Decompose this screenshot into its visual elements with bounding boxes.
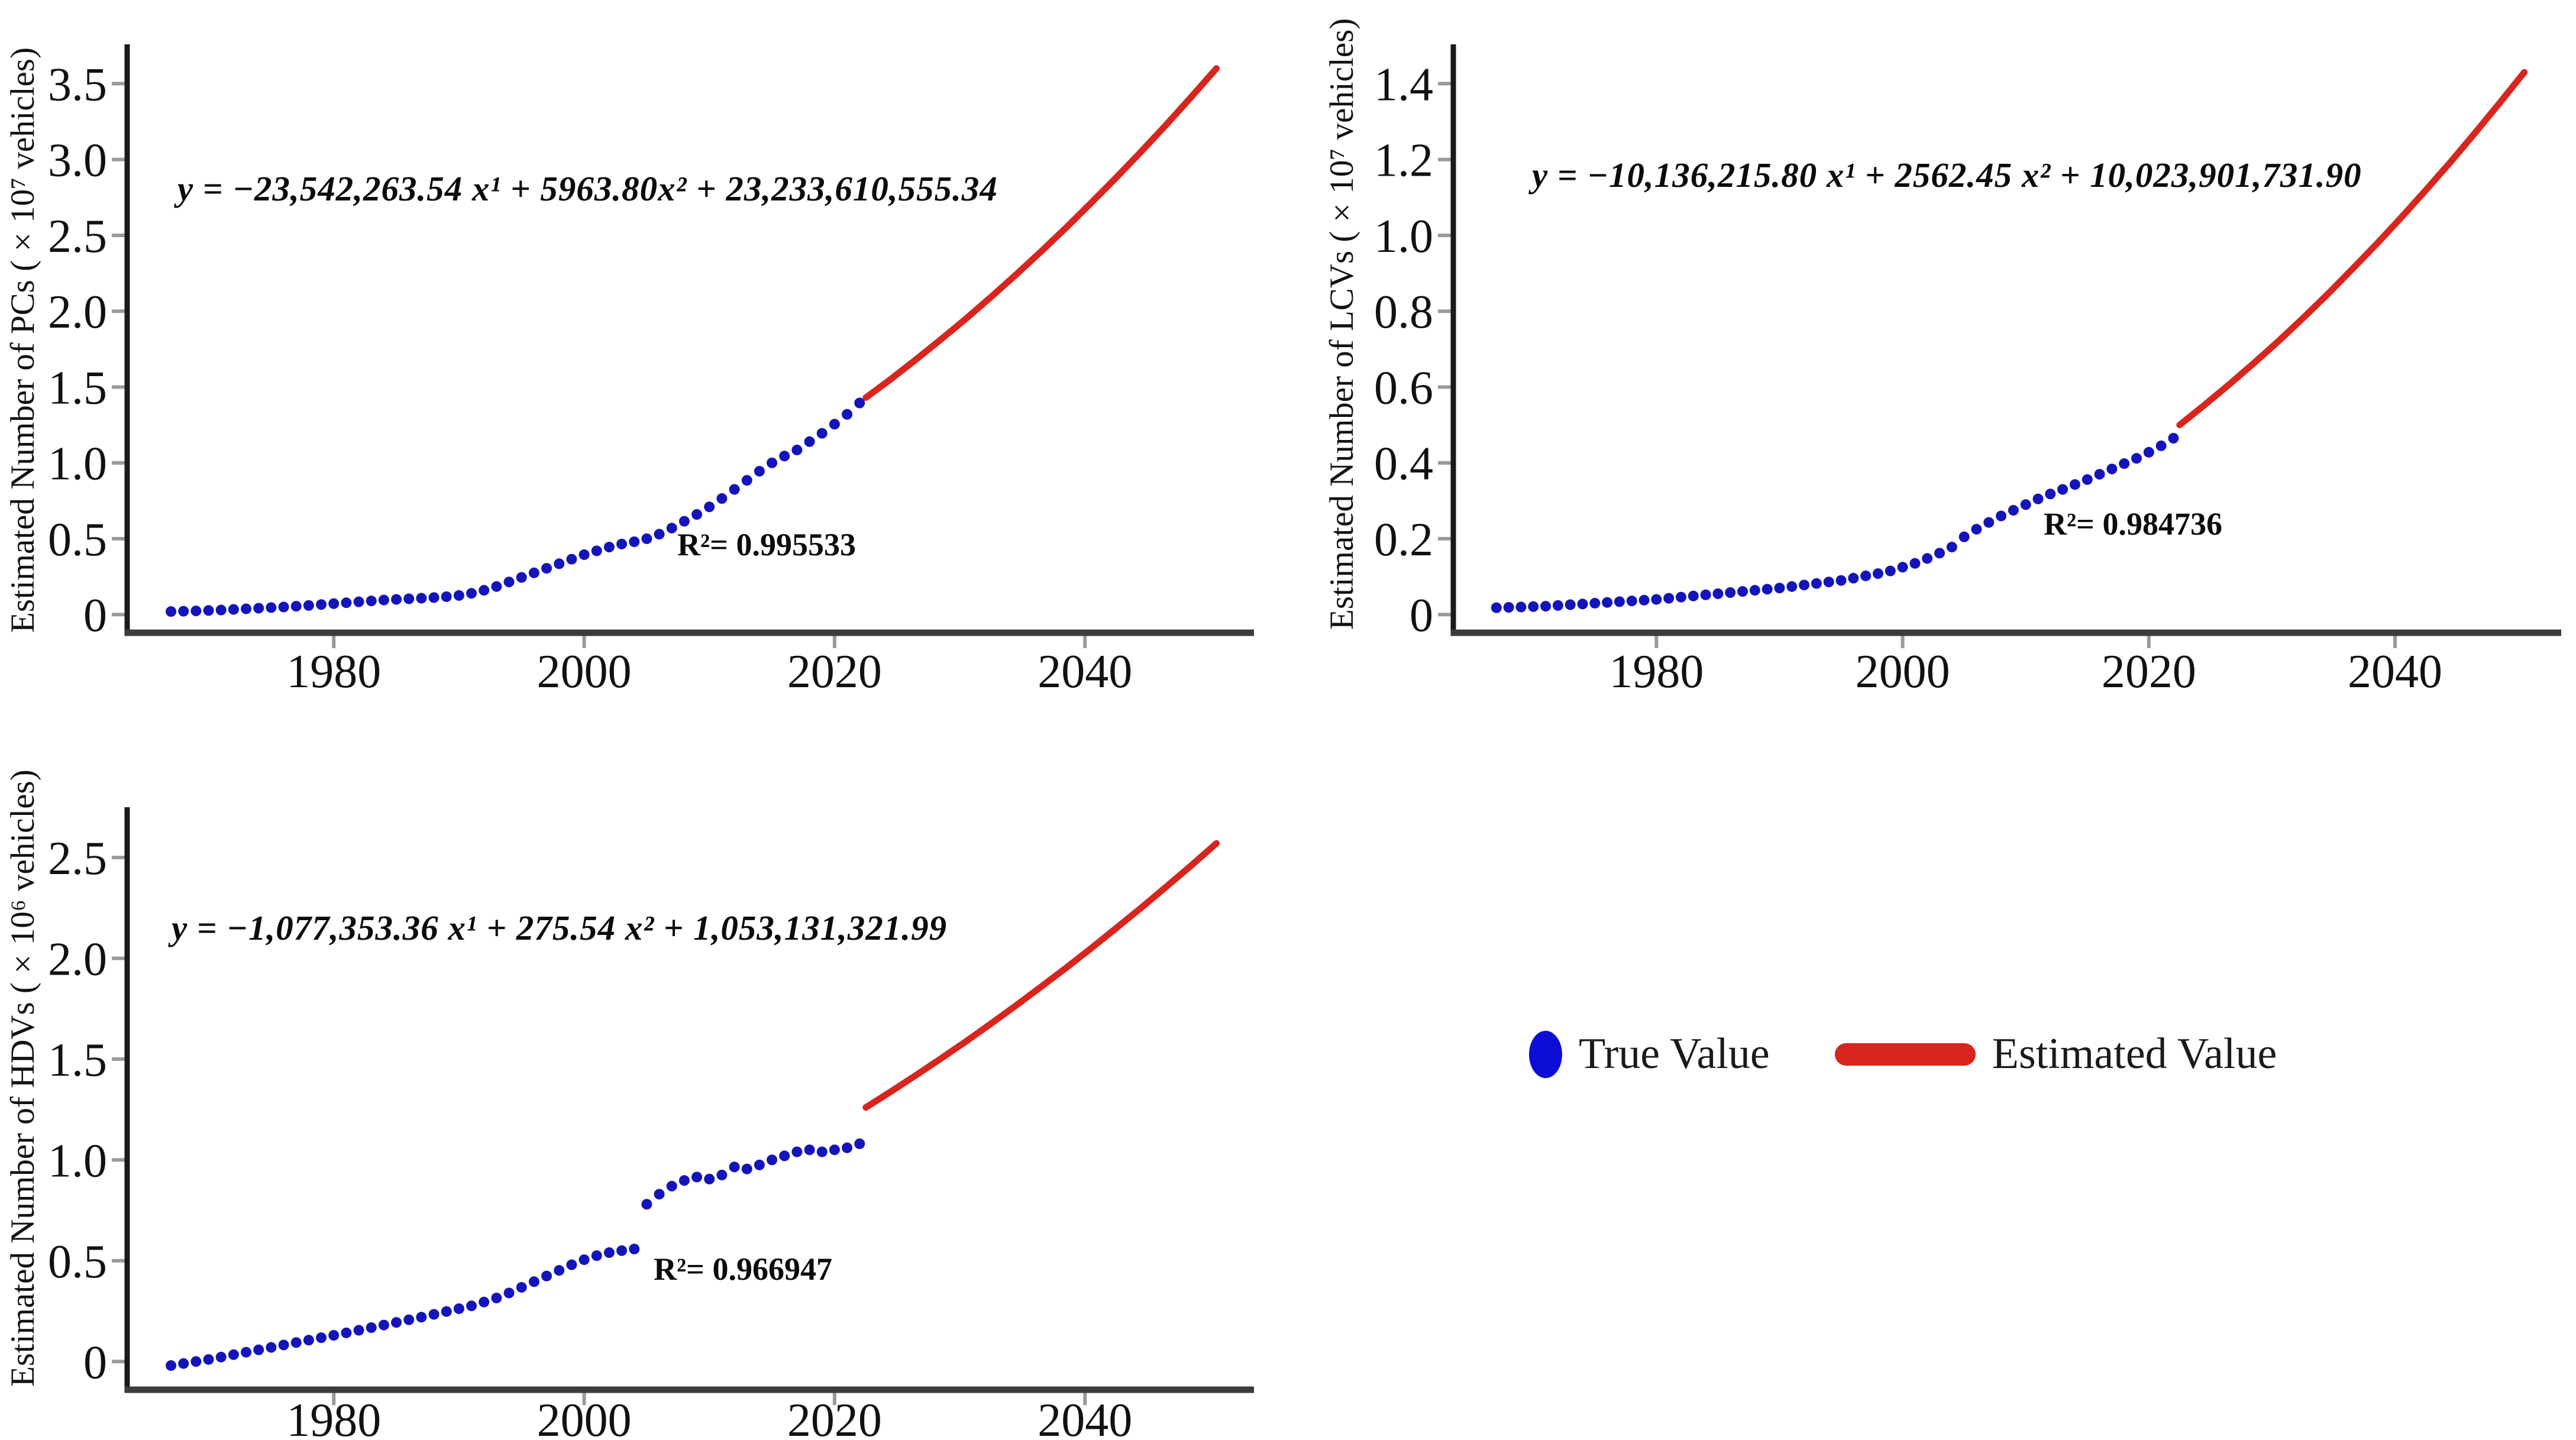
svg-text:1.0: 1.0 [1374, 211, 1433, 263]
svg-text:0: 0 [1410, 590, 1433, 642]
svg-text:1.4: 1.4 [1374, 59, 1433, 111]
svg-text:1.5: 1.5 [48, 362, 107, 414]
svg-text:0.5: 0.5 [48, 514, 107, 566]
svg-text:2.5: 2.5 [48, 833, 107, 885]
chart-pcs: 1980 2000 2020 2040 0 0.5 1.0 1.5 2.0 2.5 3.0 3.5 E… [0, 0, 1272, 716]
svg-text:3.0: 3.0 [48, 135, 107, 187]
svg-text:2020: 2020 [2102, 646, 2196, 698]
svg-text:2000: 2000 [537, 646, 632, 698]
svg-text:0.8: 0.8 [1374, 286, 1433, 338]
chart-hdvs: 1980 2000 2020 2040 0 0.5 1.0 1.5 2.0 2.5 Estimat… [0, 757, 1272, 1440]
lcvs-y-axis-label: Estimated Number of LCVs (×10⁷ vehicles) [1323, 18, 1360, 630]
pcs-chart-canvas: 1980 2000 2020 2040 0 0.5 1.0 1.5 2.0 2.5 3.0 3.5 [48, 44, 1254, 698]
svg-text:0.5: 0.5 [48, 1236, 107, 1288]
lcvs-chart-canvas: 1980 2000 2020 2040 0 0.2 0.4 0.6 0.8 1.0 1.2 1.4 [1374, 44, 2561, 698]
svg-text:2000: 2000 [537, 1394, 632, 1440]
svg-text:2040: 2040 [2348, 646, 2442, 698]
svg-text:1.0: 1.0 [48, 438, 107, 490]
svg-text:2.0: 2.0 [48, 933, 107, 985]
hdvs-r-squared: R²= 0.966947 [654, 1251, 832, 1287]
svg-text:0.2: 0.2 [1374, 514, 1433, 566]
legend-estimated-label: Estimated Value [1992, 1030, 2277, 1078]
pcs-equation: y = −23,542,263.54 x¹ + 5963.80x² + 23,2… [177, 169, 998, 208]
chart-lcvs: 1980 2000 2020 2040 0 0.2 0.4 0.6 0.8 1.0 1.2 1.4 E… [1319, 0, 2576, 716]
legend: True Value Estimated Value [1529, 1029, 2277, 1079]
true-value-dot-icon [1529, 1030, 1562, 1078]
svg-text:2020: 2020 [787, 646, 882, 698]
svg-text:1980: 1980 [286, 1394, 381, 1440]
svg-text:1980: 1980 [1609, 646, 1704, 698]
svg-text:2.5: 2.5 [48, 211, 107, 263]
svg-text:0.6: 0.6 [1374, 362, 1433, 414]
pcs-y-axis-label: Estimated Number of PCs (×10⁷ vehicles) [4, 47, 41, 633]
legend-true-label: True Value [1579, 1030, 1770, 1078]
svg-text:1.2: 1.2 [1374, 135, 1433, 187]
hdvs-y-axis-label: Estimated Number of HDVs (×10⁶ vehicles) [4, 769, 41, 1387]
lcvs-r-squared: R²= 0.984736 [2044, 506, 2222, 542]
svg-text:2000: 2000 [1856, 646, 1950, 698]
estimated-value-line-icon [1834, 1043, 1976, 1066]
hdvs-chart-canvas: 1980 2000 2020 2040 0 0.5 1.0 1.5 2.0 2.5 [48, 807, 1254, 1440]
svg-text:0.4: 0.4 [1374, 438, 1433, 490]
lcvs-equation: y = −10,136,215.80 x¹ + 2562.45 x² + 10,… [1532, 156, 2362, 195]
pcs-r-squared: R²= 0.995533 [677, 527, 856, 562]
hdvs-equation: y = −1,077,353.36 x¹ + 275.54 x² + 1,053… [172, 908, 948, 947]
svg-text:2040: 2040 [1037, 1394, 1132, 1440]
svg-text:1980: 1980 [286, 646, 381, 698]
svg-text:0: 0 [83, 1337, 107, 1389]
svg-text:0: 0 [83, 590, 107, 642]
svg-text:2040: 2040 [1037, 646, 1132, 698]
svg-text:3.5: 3.5 [48, 59, 107, 111]
svg-text:1.5: 1.5 [48, 1034, 107, 1086]
svg-text:2020: 2020 [787, 1394, 882, 1440]
svg-text:1.0: 1.0 [48, 1135, 107, 1187]
svg-text:2.0: 2.0 [48, 286, 107, 338]
